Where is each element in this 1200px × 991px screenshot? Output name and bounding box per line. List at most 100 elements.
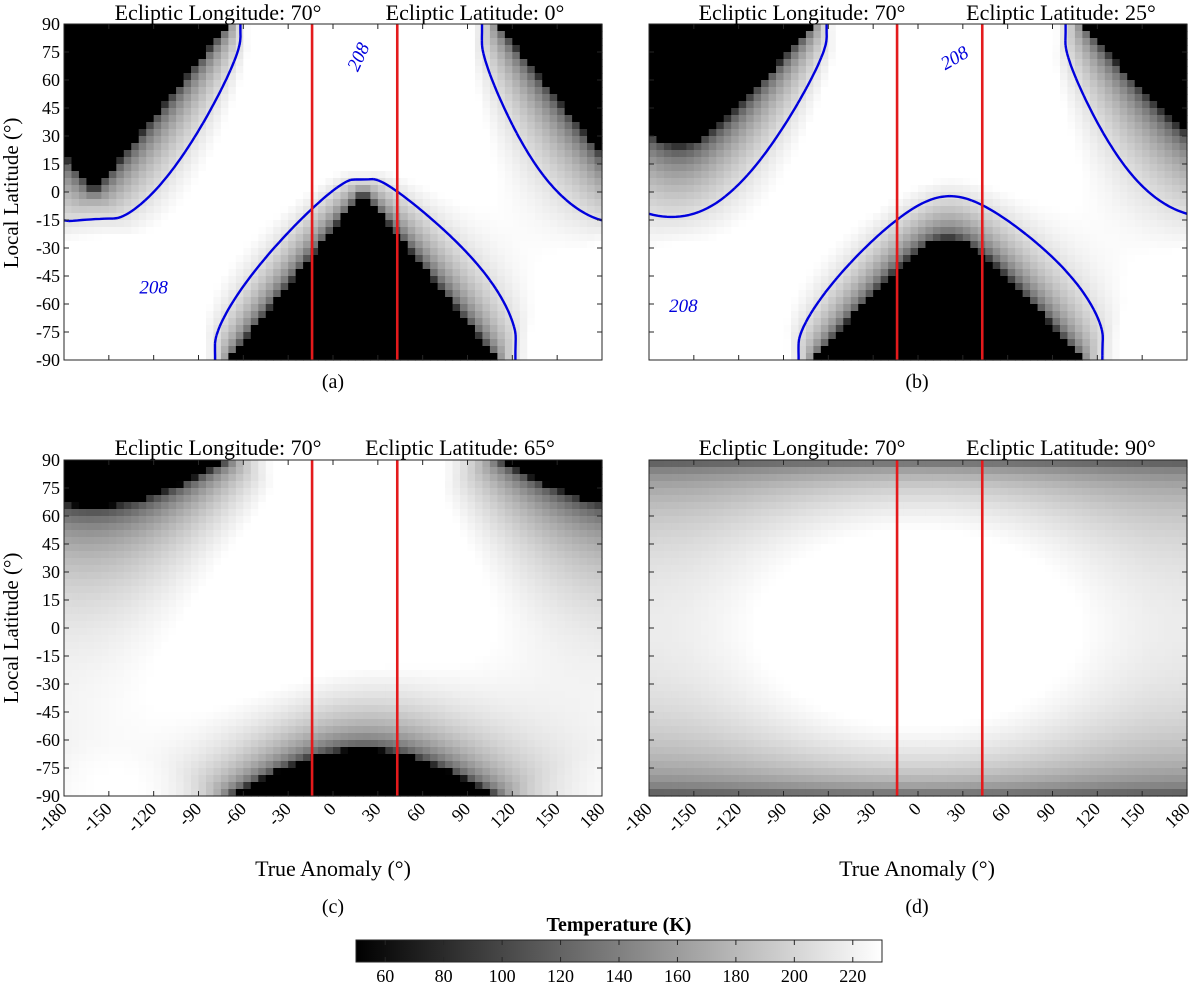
heatmap-cell-a	[191, 115, 200, 123]
heatmap-cell-b	[1097, 101, 1106, 109]
heatmap-cell-a	[504, 24, 513, 32]
heatmap-cell-a	[213, 283, 222, 291]
heatmap-cell-a	[347, 31, 357, 39]
heatmap-cell-a	[415, 115, 424, 123]
heatmap-cell-a	[347, 52, 357, 60]
heatmap-cell-a	[258, 59, 267, 67]
heatmap-cell-a	[460, 136, 469, 144]
heatmap-cell-b	[1089, 108, 1098, 116]
heatmap-cell-b	[1037, 73, 1046, 81]
heatmap-cell-a	[474, 227, 484, 235]
heatmap-cell-b	[1104, 73, 1113, 81]
heatmap-cell-a	[101, 31, 110, 39]
heatmap-cell-a	[161, 45, 170, 53]
heatmap-cell-b	[716, 94, 725, 102]
heatmap-cell-a	[564, 94, 573, 102]
heatmap-cell-a	[303, 24, 312, 32]
heatmap-cell-a	[452, 276, 461, 284]
heatmap-cell-a	[460, 346, 469, 354]
heatmap-cell-b	[985, 87, 994, 95]
heatmap-cell-a	[250, 206, 259, 214]
heatmap-cell-b	[910, 80, 919, 88]
heatmap-cell-b	[820, 150, 829, 158]
heatmap-cell-a	[265, 213, 274, 221]
heatmap-cell-a	[71, 192, 80, 200]
heatmap-cell-a	[86, 213, 95, 221]
heatmap-cell-a	[445, 94, 454, 102]
heatmap-cell-a	[489, 234, 498, 242]
heatmap-cell-a	[579, 234, 588, 242]
heatmap-cell-a	[191, 157, 200, 165]
heatmap-cell-a	[228, 262, 237, 270]
heatmap-cell-a	[474, 248, 484, 256]
heatmap-cell-b	[1134, 24, 1143, 32]
heatmap-cell-a	[123, 220, 132, 228]
heatmap-cell-a	[198, 150, 207, 158]
heatmap-cell-a	[153, 304, 162, 312]
heatmap-cell-b	[918, 157, 927, 165]
heatmap-cell-a	[512, 24, 521, 32]
heatmap-cell-b	[1089, 150, 1098, 158]
heatmap-cell-a	[176, 206, 185, 214]
heatmap-cell-a	[333, 262, 342, 270]
heatmap-cell-b	[1000, 59, 1009, 67]
heatmap-cell-b	[925, 73, 934, 81]
heatmap-cell-a	[370, 276, 379, 284]
heatmap-cell-b	[805, 94, 814, 102]
heatmap-cell-a	[205, 304, 215, 312]
heatmap-cell-a	[482, 206, 491, 214]
heatmap-cell-a	[579, 108, 588, 116]
heatmap-cell-a	[347, 269, 357, 277]
heatmap-cell-a	[587, 52, 596, 60]
heatmap-cell-a	[168, 80, 177, 88]
heatmap-cell-a	[220, 94, 229, 102]
heatmap-cell-b	[955, 101, 964, 109]
heatmap-cell-b	[1030, 115, 1039, 123]
heatmap-cell-a	[325, 283, 334, 291]
heatmap-cell-a	[385, 213, 394, 221]
heatmap-cell-a	[220, 332, 229, 340]
heatmap-cell-b	[895, 129, 904, 137]
heatmap-cell-a	[243, 157, 252, 165]
heatmap-cell-a	[280, 150, 289, 158]
heatmap-cell-a	[220, 346, 229, 354]
heatmap-cell-a	[220, 276, 229, 284]
heatmap-cell-a	[512, 192, 521, 200]
heatmap-cell-a	[549, 52, 558, 60]
heatmap-cell-a	[407, 241, 416, 249]
heatmap-cell-a	[93, 325, 102, 333]
heatmap-cell-a	[228, 52, 237, 60]
heatmap-cell-a	[86, 178, 95, 186]
heatmap-cell-b	[746, 24, 755, 32]
heatmap-cell-a	[333, 66, 342, 74]
heatmap-cell-a	[512, 213, 521, 221]
heatmap-cell-a	[235, 129, 244, 137]
heatmap-cell-b	[686, 73, 695, 81]
heatmap-cell-b	[1134, 122, 1143, 130]
heatmap-cell-a	[86, 87, 95, 95]
heatmap-cell-a	[303, 304, 312, 312]
heatmap-cell-a	[594, 164, 603, 172]
heatmap-cell-a	[303, 220, 312, 228]
heatmap-cell-a	[549, 255, 558, 263]
heatmap-cell-a	[415, 220, 424, 228]
heatmap-cell-a	[161, 220, 170, 228]
heatmap-cell-a	[198, 297, 207, 305]
heatmap-cell-a	[407, 80, 416, 88]
heatmap-cell-a	[437, 213, 446, 221]
heatmap-cell-b	[865, 52, 874, 60]
heatmap-cell-a	[557, 157, 566, 165]
heatmap-cell-a	[131, 164, 140, 172]
heatmap-cell-a	[437, 304, 446, 312]
heatmap-cell-b	[678, 31, 687, 39]
heatmap-cell-b	[1030, 24, 1039, 32]
heatmap-cell-a	[474, 276, 484, 284]
heatmap-cell-b	[798, 38, 807, 46]
heatmap-cell-a	[474, 80, 484, 88]
heatmap-cell-a	[579, 353, 588, 361]
heatmap-cell-a	[265, 24, 274, 32]
heatmap-cell-a	[235, 150, 244, 158]
heatmap-cell-a	[168, 290, 177, 298]
heatmap-cell-a	[86, 234, 95, 242]
heatmap-cell-a	[71, 185, 80, 193]
